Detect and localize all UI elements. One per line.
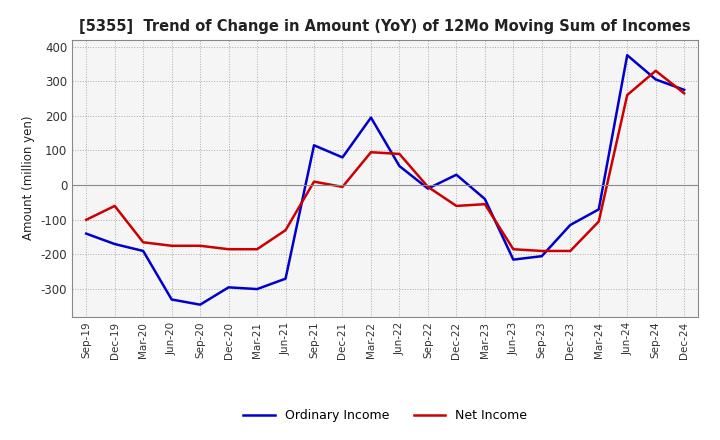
Net Income: [139, 240, 148, 245]
Net Income: [423, 184, 432, 190]
Net Income: [452, 203, 461, 209]
Ordinary Income: [167, 297, 176, 302]
Net Income: [310, 179, 318, 184]
Ordinary Income: [139, 248, 148, 253]
Net Income: [82, 217, 91, 222]
Net Income: [253, 246, 261, 252]
Net Income: [282, 227, 290, 233]
Ordinary Income: [423, 186, 432, 191]
Ordinary Income: [452, 172, 461, 177]
Ordinary Income: [680, 87, 688, 92]
Ordinary Income: [196, 302, 204, 307]
Ordinary Income: [282, 276, 290, 281]
Ordinary Income: [480, 196, 489, 202]
Net Income: [110, 203, 119, 209]
Ordinary Income: [82, 231, 91, 236]
Ordinary Income: [338, 155, 347, 160]
Net Income: [338, 184, 347, 190]
Ordinary Income: [566, 222, 575, 227]
Ordinary Income: [310, 143, 318, 148]
Net Income: [480, 202, 489, 207]
Ordinary Income: [623, 52, 631, 58]
Y-axis label: Amount (million yen): Amount (million yen): [22, 116, 35, 240]
Net Income: [225, 246, 233, 252]
Net Income: [623, 92, 631, 98]
Line: Net Income: Net Income: [86, 71, 684, 251]
Net Income: [595, 219, 603, 224]
Net Income: [652, 68, 660, 73]
Ordinary Income: [253, 286, 261, 292]
Title: [5355]  Trend of Change in Amount (YoY) of 12Mo Moving Sum of Incomes: [5355] Trend of Change in Amount (YoY) o…: [79, 19, 691, 34]
Net Income: [167, 243, 176, 249]
Net Income: [566, 248, 575, 253]
Line: Ordinary Income: Ordinary Income: [86, 55, 684, 304]
Ordinary Income: [595, 207, 603, 212]
Ordinary Income: [110, 242, 119, 247]
Ordinary Income: [537, 253, 546, 259]
Net Income: [196, 243, 204, 249]
Ordinary Income: [225, 285, 233, 290]
Ordinary Income: [509, 257, 518, 262]
Net Income: [395, 151, 404, 157]
Legend: Ordinary Income, Net Income: Ordinary Income, Net Income: [238, 404, 532, 427]
Ordinary Income: [366, 115, 375, 120]
Net Income: [680, 91, 688, 96]
Net Income: [366, 150, 375, 155]
Net Income: [537, 248, 546, 253]
Net Income: [509, 246, 518, 252]
Ordinary Income: [395, 163, 404, 169]
Ordinary Income: [652, 77, 660, 82]
